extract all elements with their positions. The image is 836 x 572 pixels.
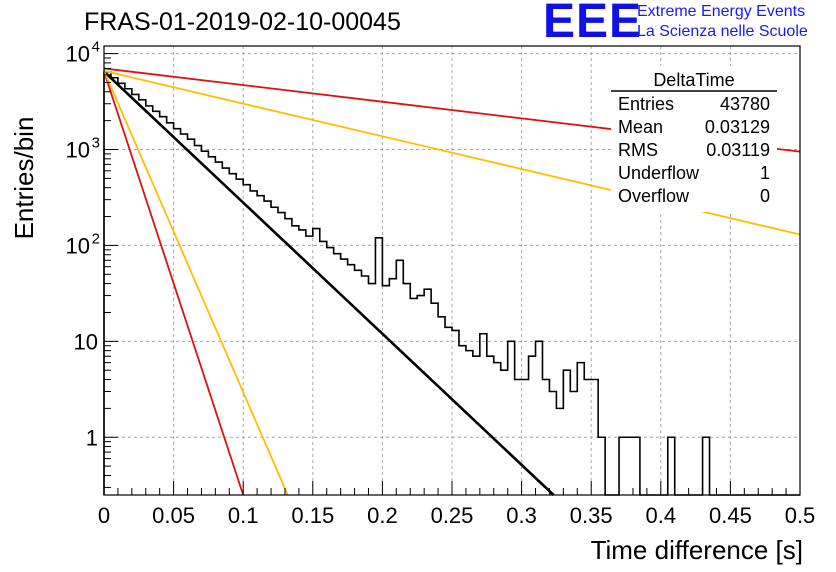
x-tick-label: 0.05 <box>152 503 195 528</box>
logo-subtitle-2: La Scienza nelle Scuole <box>637 23 808 40</box>
x-tick-label: 0.3 <box>506 503 537 528</box>
y-tick-label: 10 <box>66 42 90 67</box>
stats-label-overflow: Overflow <box>618 186 690 206</box>
stats-label-underflow: Underflow <box>618 163 700 183</box>
stats-value-entries: 43780 <box>720 94 770 114</box>
eee-logo: EEE <box>543 0 643 48</box>
y-tick-label: 1 <box>86 425 98 450</box>
y-tick-exponent: 4 <box>92 39 100 56</box>
x-tick-label: 0.25 <box>431 503 474 528</box>
stats-label-mean: Mean <box>618 117 663 137</box>
series-line-4 <box>103 71 245 496</box>
x-axis-label: Time difference [s] <box>591 535 803 565</box>
x-tick-label: 0.1 <box>228 503 259 528</box>
stats-value-underflow: 1 <box>760 163 770 183</box>
y-tick-label: 10 <box>66 138 90 163</box>
series-line-5 <box>103 70 289 496</box>
x-tick-label: 0.2 <box>367 503 398 528</box>
series-line-1 <box>103 70 555 496</box>
x-tick-label: 0.15 <box>291 503 334 528</box>
y-tick-label: 10 <box>74 329 98 354</box>
stats-value-overflow: 0 <box>760 186 770 206</box>
y-tick-exponent: 2 <box>92 230 100 247</box>
histogram-layer <box>103 71 800 496</box>
stats-label-rms: RMS <box>618 140 658 160</box>
x-tick-label: 0.45 <box>709 503 752 528</box>
x-tick-label: 0.5 <box>785 503 816 528</box>
x-tick-label: 0 <box>98 503 110 528</box>
logo-subtitle-1: Extreme Energy Events <box>637 3 806 20</box>
stats-label-entries: Entries <box>618 94 674 114</box>
stats-value-rms: 0.03119 <box>706 140 770 160</box>
stats-box-title: DeltaTime <box>653 70 734 90</box>
y-tick-label: 10 <box>66 233 90 258</box>
plot-title: FRAS-01-2019-02-10-00045 <box>84 8 401 36</box>
x-tick-label: 0.35 <box>570 503 613 528</box>
y-tick-exponent: 3 <box>92 135 100 152</box>
stats-value-mean: 0.03129 <box>705 117 770 137</box>
y-axis-label: Entries/bin <box>9 117 39 240</box>
stats-box: DeltaTime Entries 43780 Mean 0.03129 RMS… <box>611 66 777 212</box>
histogram-outline <box>103 71 800 496</box>
axes: 0 0.05 0.1 0.15 0.2 0.25 0.3 0.35 0.4 0.45 0.51101… <box>66 39 816 528</box>
x-tick-label: 0.4 <box>646 503 677 528</box>
